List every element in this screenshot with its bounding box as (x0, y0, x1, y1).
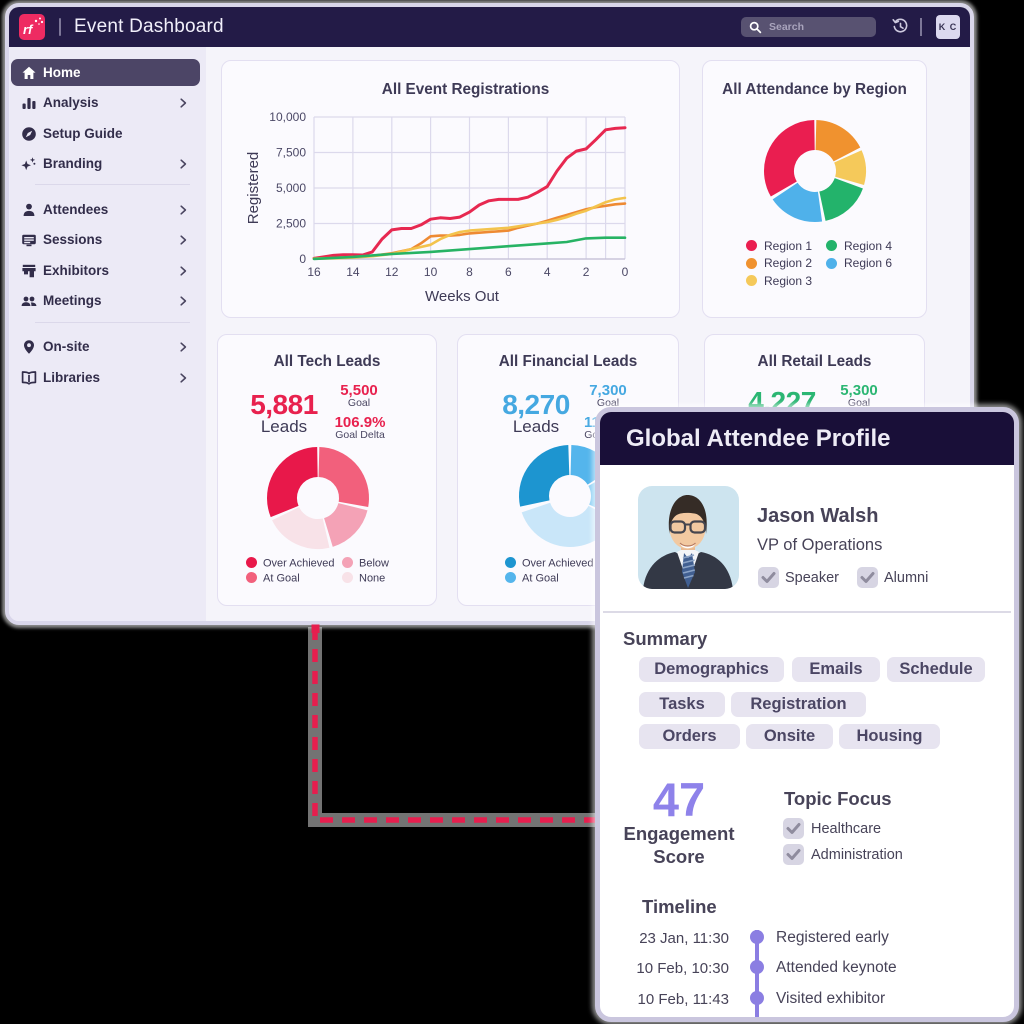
svg-text:2: 2 (583, 265, 590, 279)
svg-text:14: 14 (346, 265, 360, 279)
svg-text:Registered: Registered (245, 152, 262, 225)
svg-text:6: 6 (505, 265, 512, 279)
svg-text:Weeks Out: Weeks Out (425, 288, 500, 305)
svg-text:0: 0 (622, 265, 629, 279)
svg-text:10,000: 10,000 (269, 110, 306, 124)
svg-text:5,000: 5,000 (276, 181, 306, 195)
svg-text:4: 4 (544, 265, 551, 279)
svg-text:10: 10 (424, 265, 438, 279)
svg-text:8: 8 (466, 265, 473, 279)
svg-text:12: 12 (385, 265, 399, 279)
svg-text:2,500: 2,500 (276, 217, 306, 231)
svg-text:7,500: 7,500 (276, 146, 306, 160)
svg-text:0: 0 (299, 252, 306, 266)
svg-text:16: 16 (307, 265, 321, 279)
